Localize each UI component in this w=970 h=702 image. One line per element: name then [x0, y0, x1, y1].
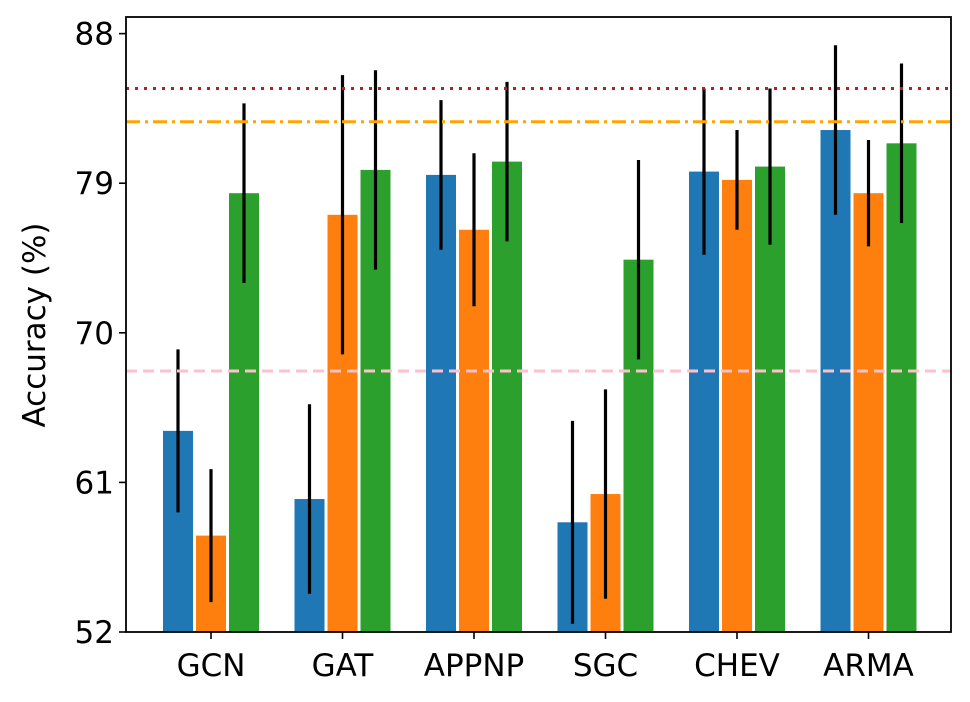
x-tick-label-chev: CHEV — [694, 648, 780, 684]
y-axis: 52 61 70 79 88 — [75, 17, 126, 651]
bar-appnp-series-1 — [426, 174, 456, 633]
y-axis-label: Accuracy (%) — [17, 222, 53, 427]
bars-layer — [163, 130, 917, 633]
error-bars-layer — [176, 45, 904, 624]
y-tick-label-52: 52 — [75, 615, 114, 651]
y-tick-label-61: 61 — [75, 465, 114, 501]
x-tick-label-arma: ARMA — [823, 648, 914, 684]
bar-arma-series-2 — [853, 193, 884, 632]
y-tick-label-79: 79 — [75, 166, 114, 202]
plot-frame — [125, 16, 952, 633]
x-tick-label-appnp: APPNP — [424, 648, 524, 684]
y-tick-label-88: 88 — [75, 17, 114, 53]
y-tick-label-70: 70 — [75, 316, 114, 352]
x-tick-label-gat: GAT — [312, 648, 375, 684]
bar-arma-series-3 — [886, 143, 917, 632]
x-tick-label-sgc: SGC — [573, 648, 638, 684]
x-axis: GCN GAT APPNP SGC CHEV ARMA — [177, 632, 914, 684]
x-tick-label-gcn: GCN — [177, 648, 246, 684]
bar-chev-series-2 — [722, 179, 752, 632]
reference-lines-layer — [126, 86, 951, 373]
